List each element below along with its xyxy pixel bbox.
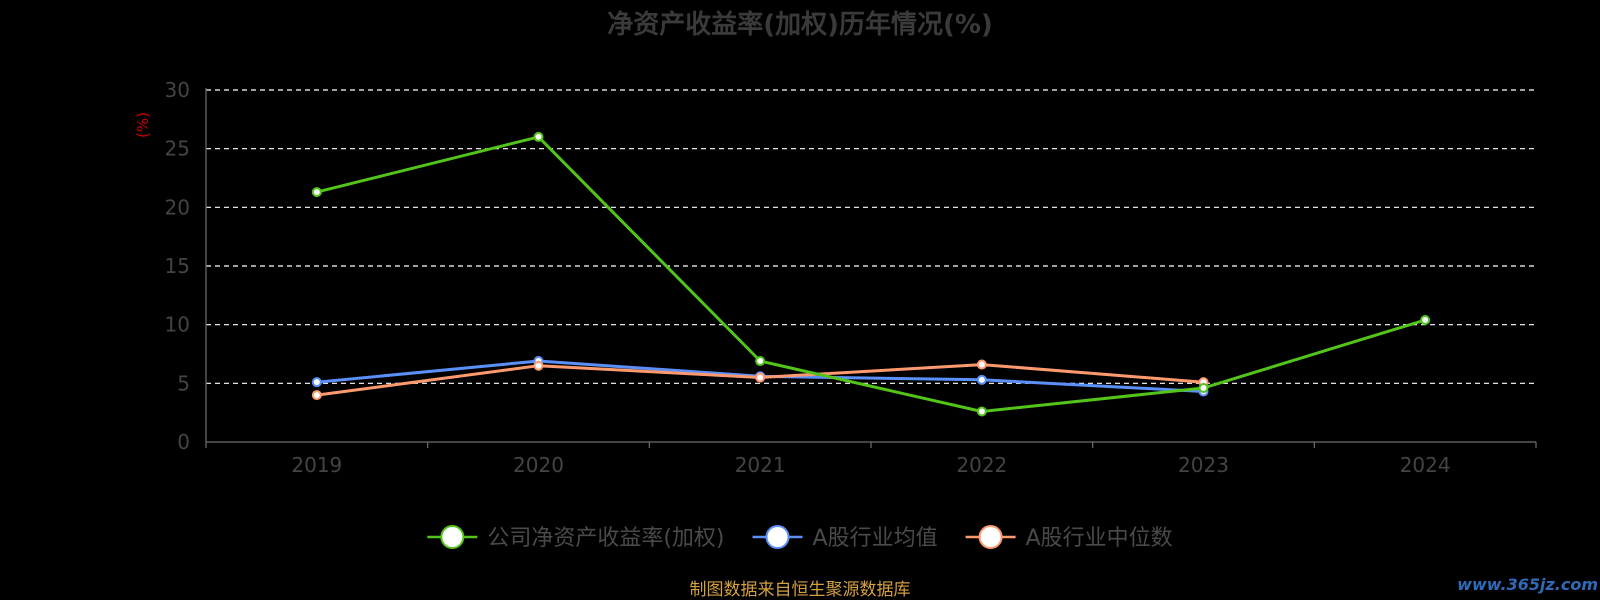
watermark: www.365jz.com [1457, 575, 1598, 594]
legend-label: 公司净资产收益率(加权) [487, 526, 724, 551]
data-point-1-2019[interactable] [311, 377, 322, 388]
y-tick-label-0: 0 [177, 430, 190, 454]
x-tick-label-2021: 2021 [735, 453, 786, 477]
legend: 公司净资产收益率(加权) A股行业均值 A股行业中位数 [427, 525, 1173, 551]
series-lines [311, 131, 1431, 417]
y-tick-label-20: 20 [165, 195, 190, 219]
data-point-0-2024[interactable] [1420, 314, 1431, 325]
legend-marker-icon [440, 525, 465, 549]
data-point-0-2022[interactable] [976, 406, 987, 417]
x-tick-label-2019: 2019 [291, 453, 342, 477]
data-point-2-2020[interactable] [533, 360, 544, 371]
data-point-2-2021[interactable] [755, 372, 766, 383]
x-tick-label-2023: 2023 [1178, 453, 1229, 477]
legend-label: A股行业中位数 [1026, 526, 1173, 551]
y-tick-label-10: 10 [165, 313, 190, 337]
y-tick-label-25: 25 [165, 137, 190, 161]
legend-marker-icon [978, 525, 1003, 549]
y-tick-label-30: 30 [165, 78, 190, 102]
axes [205, 88, 1537, 448]
chart-title: 净资产收益率(加权)历年情况(%) [607, 9, 993, 40]
y-tick-label-15: 15 [165, 254, 190, 278]
data-point-1-2022[interactable] [976, 374, 987, 385]
data-source-note: 制图数据来自恒生聚源数据库 [690, 580, 911, 600]
data-point-0-2019[interactable] [311, 187, 322, 198]
x-tick-label-2020: 2020 [513, 453, 564, 477]
legend-label: A股行业均值 [813, 526, 938, 551]
grid-lines [206, 89, 1536, 384]
x-tick-label-2024: 2024 [1400, 453, 1451, 477]
data-point-0-2020[interactable] [533, 131, 544, 142]
y-axis-label: (%) [134, 112, 152, 138]
tick-labels: 0 5 10 15 20 25 30 2019 2020 2021 2022 2023 2024 [165, 78, 1451, 477]
data-point-2-2022[interactable] [976, 359, 987, 370]
x-tick-label-2022: 2022 [956, 453, 1007, 477]
legend-item-1[interactable]: A股行业均值 [752, 525, 938, 551]
legend-item-0[interactable]: 公司净资产收益率(加权) [427, 525, 725, 551]
data-point-0-2021[interactable] [755, 356, 766, 367]
data-point-2-2019[interactable] [311, 390, 322, 401]
y-tick-label-5: 5 [177, 371, 190, 395]
legend-item-2[interactable]: A股行业中位数 [965, 525, 1173, 551]
legend-marker-icon [765, 525, 790, 549]
series-line-0 [316, 135, 1426, 413]
data-point-0-2023[interactable] [1198, 383, 1209, 394]
